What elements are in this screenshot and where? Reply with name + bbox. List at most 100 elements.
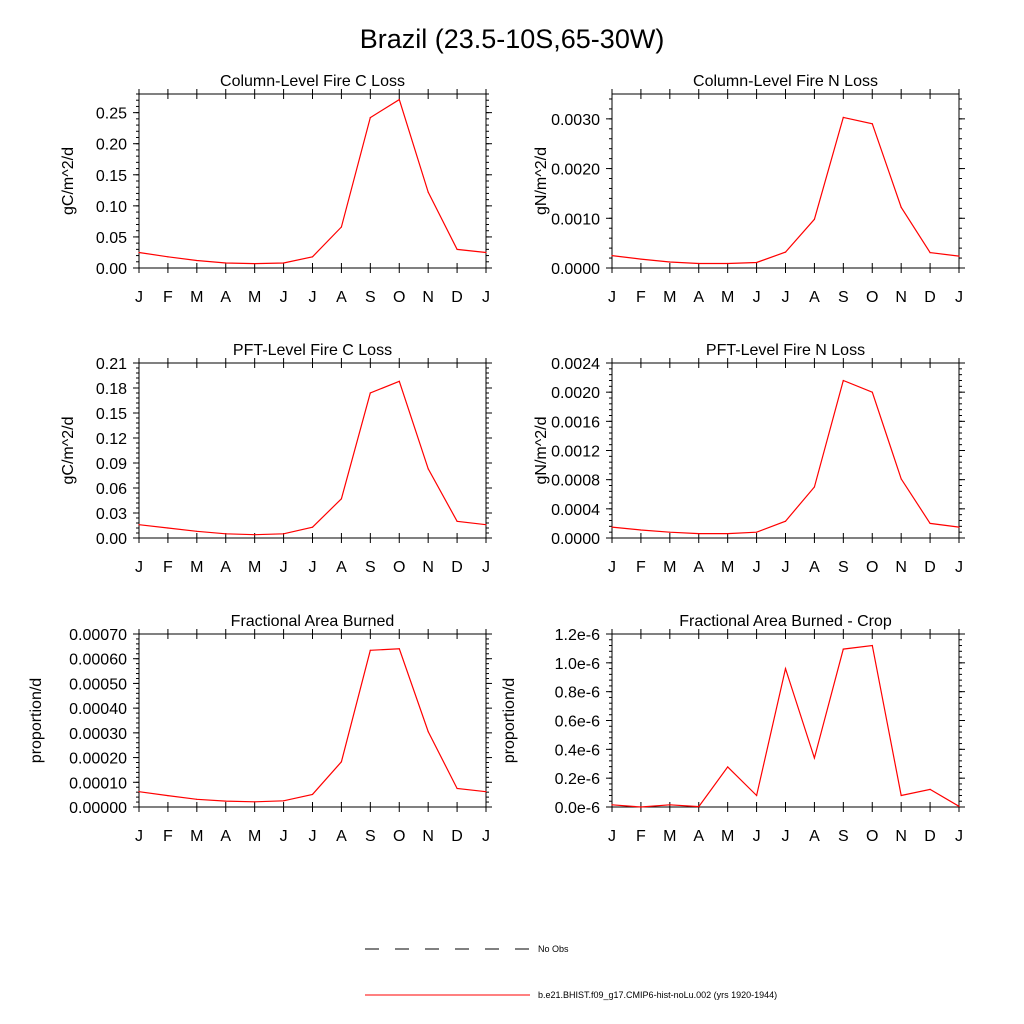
x-tick-label: A (336, 289, 347, 306)
x-tick-label: A (693, 289, 704, 306)
y-axis-label: proportion/d (28, 678, 45, 763)
y-tick-label: 0.00060 (69, 652, 127, 669)
data-point (485, 251, 487, 254)
data-point (138, 524, 140, 526)
data-point (755, 261, 758, 264)
x-tick-label: J (135, 289, 143, 306)
data-point (456, 520, 458, 522)
x-tick-label: M (248, 289, 261, 306)
figure-title: Brazil (23.5-10S,65-30W) (360, 24, 665, 54)
x-tick-label: J (782, 559, 790, 576)
data-point (929, 788, 931, 791)
data-point (167, 795, 169, 797)
y-tick-label: 0.00 (96, 531, 127, 548)
x-tick-label: O (393, 289, 405, 306)
x-tick-label: S (365, 289, 376, 306)
data-point (369, 117, 371, 119)
data-point (456, 248, 458, 250)
data-point (842, 648, 844, 650)
x-tick-label: F (163, 828, 173, 845)
y-tick-label: 1.0e-6 (555, 656, 600, 673)
x-tick-label: J (309, 289, 317, 306)
data-point (427, 731, 429, 733)
y-tick-label: 0.6e-6 (555, 714, 600, 731)
y-tick-label: 0.00010 (69, 775, 127, 792)
x-tick-label: J (753, 828, 761, 845)
x-tick-label: J (309, 828, 317, 845)
x-tick-label: N (422, 828, 434, 845)
y-tick-label: 0.00040 (69, 701, 127, 718)
data-point (871, 644, 873, 647)
data-point (929, 522, 931, 525)
series-line-1 (611, 379, 960, 535)
x-tick-label: D (451, 289, 463, 306)
data-point (669, 804, 671, 806)
x-tick-label: A (809, 828, 820, 845)
y-axis-label: gC/m^2/d (60, 147, 77, 215)
x-tick-label: M (721, 559, 734, 576)
data-point (167, 256, 169, 258)
y-tick-label: 0.4e-6 (555, 742, 600, 759)
y-tick-label: 0.0012 (551, 444, 600, 461)
y-tick-label: 0.12 (96, 431, 127, 448)
y-axis-label: gN/m^2/d (533, 417, 550, 485)
x-tick-label: F (636, 289, 646, 306)
x-tick-label: M (663, 828, 676, 845)
data-point (784, 251, 787, 253)
plot-frame (138, 633, 487, 808)
y-tick-label: 0.10 (96, 199, 127, 216)
data-point (225, 533, 227, 535)
x-tick-label: A (336, 559, 347, 576)
data-point (311, 793, 314, 795)
y-tick-label: 0.00000 (69, 800, 127, 817)
data-point (900, 478, 902, 480)
y-axis-label: gN/m^2/d (533, 147, 550, 215)
data-point (755, 794, 758, 797)
x-tick-label: N (895, 289, 907, 306)
data-point (456, 787, 458, 790)
y-tick-label: 0.0024 (551, 356, 600, 373)
x-tick-label: A (336, 828, 347, 845)
data-point (698, 533, 700, 535)
series-line-1 (611, 644, 960, 808)
x-tick-label: J (782, 289, 790, 306)
y-tick-label: 0.15 (96, 168, 127, 185)
data-point (755, 531, 758, 533)
y-tick-label: 0.0020 (551, 385, 600, 402)
data-point (611, 804, 613, 806)
x-tick-label: F (636, 559, 646, 576)
series-line-1 (138, 380, 487, 536)
x-tick-label: J (753, 289, 761, 306)
data-point (813, 486, 816, 488)
data-point (784, 668, 787, 670)
data-point (958, 255, 960, 257)
y-tick-label: 0.00070 (69, 627, 127, 644)
data-point (485, 524, 487, 526)
plot-frame (138, 93, 487, 269)
data-point (398, 98, 400, 101)
x-tick-label: A (693, 828, 704, 845)
panel-title: Column-Level Fire N Loss (693, 73, 878, 90)
data-point (225, 262, 227, 264)
y-tick-label: 0.0020 (551, 162, 600, 179)
x-tick-label: F (163, 289, 173, 306)
data-point (611, 526, 613, 528)
data-point (813, 218, 816, 220)
data-point (254, 263, 256, 265)
x-tick-label: J (955, 289, 963, 306)
panel-title: PFT-Level Fire N Loss (706, 342, 865, 359)
x-tick-label: M (721, 828, 734, 845)
data-point (698, 262, 700, 265)
x-tick-label: O (866, 289, 878, 306)
series-line-1 (138, 648, 487, 803)
x-tick-label: N (422, 559, 434, 576)
data-point (640, 258, 642, 260)
x-tick-label: J (955, 828, 963, 845)
data-point (669, 531, 671, 533)
